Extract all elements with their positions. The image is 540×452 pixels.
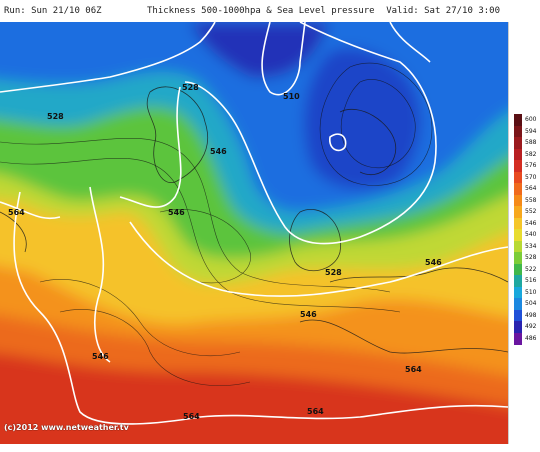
legend-swatch (514, 183, 522, 195)
legend-swatch (514, 309, 522, 322)
contour-label: 564 (8, 208, 25, 217)
thickness-map-svg: 528 528 510 546 546 546 564 546 528 564 … (0, 22, 508, 444)
legend-tick-label: 516 (525, 277, 537, 285)
header-bar: Run: Sun 21/10 06Z Thickness 500-1000hpa… (0, 0, 540, 22)
run-label: Run: Sun 21/10 06Z (4, 6, 102, 16)
legend-tick-label: 528 (525, 254, 537, 262)
contour-labels: 528 528 510 546 546 546 564 546 528 564 … (8, 83, 442, 421)
legend-swatch (514, 229, 522, 241)
legend-tick-label: 588 (525, 139, 537, 147)
contour-label: 546 (168, 208, 185, 217)
legend-tick-label: 570 (525, 173, 537, 181)
contour-label: 528 (182, 83, 199, 92)
legend-tick-label: 486 (525, 334, 537, 342)
contour-label: 528 (325, 268, 342, 277)
legend-swatch (514, 148, 522, 161)
legend-tick-label: 522 (525, 265, 537, 273)
legend-tick-label: 510 (525, 288, 537, 296)
legend-tick-label: 534 (525, 242, 537, 250)
legend-swatch (514, 206, 522, 218)
legend-tick-label: 576 (525, 162, 537, 170)
legend-tick-label: 504 (525, 300, 537, 308)
contour-label: 510 (283, 92, 300, 101)
legend-color-bar (514, 114, 522, 345)
legend-swatch (514, 263, 522, 276)
legend-swatch (514, 275, 522, 287)
legend-swatch (514, 332, 522, 345)
legend-swatch (514, 298, 522, 310)
valid-time-label: Valid: Sat 27/10 3:00 (386, 6, 500, 16)
legend-swatch (514, 252, 522, 264)
contour-label: 564 (307, 407, 324, 416)
legend-swatch (514, 125, 522, 138)
legend-swatch (514, 114, 522, 126)
legend-swatch (514, 217, 522, 230)
legend-tick-label: 594 (525, 127, 537, 135)
color-legend: 600 594 588 582 576 570 564 558 552 546 540 534 528 5… (514, 114, 540, 345)
contour-label: 546 (300, 310, 317, 319)
legend-tick-label: 552 (525, 208, 537, 216)
legend-tick-label: 582 (525, 150, 537, 158)
contour-label: 564 (405, 365, 422, 374)
contour-label: 546 (92, 352, 109, 361)
legend-tick-label: 600 (525, 116, 537, 124)
contour-label: 564 (183, 412, 200, 421)
legend-swatch (514, 286, 522, 299)
legend-swatch (514, 160, 522, 172)
chart-title: Thickness 500-1000hpa & Sea Level pressu… (147, 6, 375, 16)
legend-swatch (514, 194, 522, 207)
copyright-text: (c)2012 www.netweather.tv (4, 423, 129, 432)
legend-tick-label: 564 (525, 185, 537, 193)
weather-map: 528 528 510 546 546 546 564 546 528 564 … (0, 22, 509, 444)
legend-tick-label: 540 (525, 231, 537, 239)
contour-label: 528 (47, 112, 64, 121)
legend-tick-label: 498 (525, 311, 537, 319)
legend-tick-label: 546 (525, 219, 537, 227)
legend-swatch (514, 171, 522, 184)
legend-swatch (514, 240, 522, 253)
legend-tick-label: 558 (525, 196, 537, 204)
legend-swatch (514, 137, 522, 149)
legend-tick-label: 492 (525, 323, 537, 331)
contour-label: 546 (425, 258, 442, 267)
legend-swatch (514, 321, 522, 333)
contour-label: 546 (210, 147, 227, 156)
